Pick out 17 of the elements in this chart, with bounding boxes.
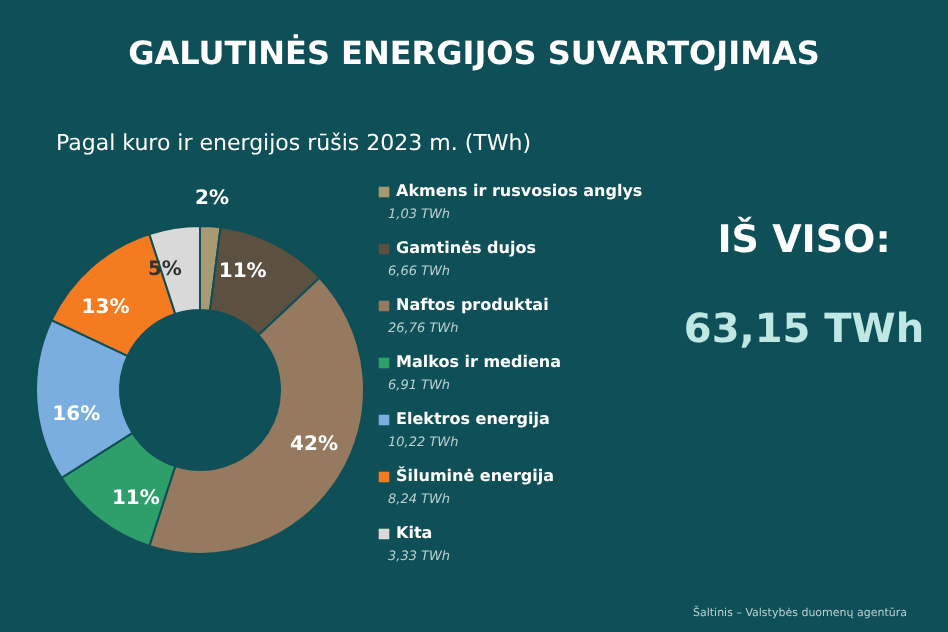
legend-label: Gamtinės dujos: [396, 239, 537, 257]
data-label: 11%: [218, 261, 267, 284]
data-label: 2%: [195, 188, 230, 211]
data-label: 16%: [52, 403, 101, 426]
legend-label: Akmens ir rusvosios anglys: [396, 182, 643, 200]
legend-label: Elektros energija: [396, 410, 550, 428]
chart-subtitle: Pagal kuro ir energijos rūšis 2023 m. (TWh): [56, 130, 531, 156]
data-label: 42%: [290, 433, 338, 456]
legend-label: Naftos produktai: [396, 296, 550, 314]
data-label: 13%: [81, 296, 130, 319]
legend-label: Kita: [396, 524, 433, 542]
text: IŠ VISO:: [717, 216, 891, 262]
legend-label: Šiluminė energija: [396, 465, 555, 485]
data-label: 11%: [111, 488, 160, 511]
text: 63,15 TWh: [683, 304, 925, 352]
legend-label: Malkos ir mediena: [396, 353, 561, 371]
chart-title: GALUTINĖS ENERGIJOS SUVARTOJIMAS: [128, 34, 820, 72]
